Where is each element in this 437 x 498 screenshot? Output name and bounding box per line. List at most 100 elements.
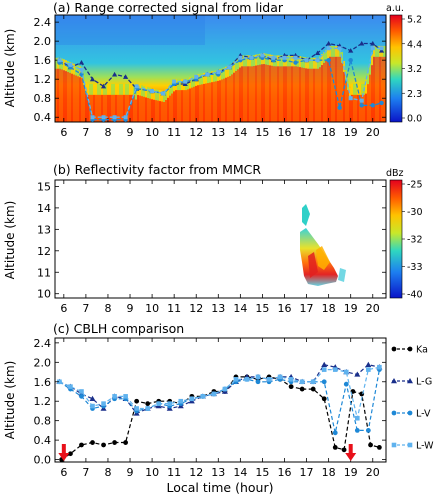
legend-marker <box>407 346 413 352</box>
lidar-overlay-lw-point <box>194 74 199 79</box>
lidar-overlay-lw-point <box>348 96 353 101</box>
lidar-colorbar-tick-label: 2.3 <box>407 89 422 100</box>
panel-a-xtick-label: 18 <box>322 126 336 139</box>
panel-a-xtick-label: 13 <box>211 126 225 139</box>
lidar-overlay-lv-point <box>337 105 342 110</box>
series-ka-point <box>310 386 316 392</box>
series-ka-point <box>368 442 373 448</box>
panel-b-xtick-label: 10 <box>145 302 159 315</box>
panel-c-xtick-label: 16 <box>277 466 291 479</box>
panel-b-xtick-label: 18 <box>322 302 336 315</box>
series-l-w-point <box>266 377 272 382</box>
panel-c-ytick-label: 1.6 <box>34 376 52 389</box>
series-l-w-point <box>57 379 62 385</box>
panel-a-xtick-label: 16 <box>277 126 291 139</box>
legend-marker <box>391 442 397 448</box>
panel-c-xtick-label: 12 <box>189 466 203 479</box>
series-l-w-point <box>343 369 349 375</box>
panel-c-xtick-label: 10 <box>145 466 159 479</box>
lidar-overlay-lw-point <box>68 62 73 67</box>
series-l-w-point <box>79 389 84 394</box>
panel-c-ytick-label: 1.2 <box>34 395 52 408</box>
panel-c-xtick-label: 6 <box>60 466 67 479</box>
legend-marker <box>391 410 397 416</box>
legend-label: L-G <box>416 377 432 388</box>
lidar-colorbar <box>389 14 403 123</box>
lidar-overlay-lg-point <box>100 83 107 89</box>
lidar-overlay-lw-point <box>101 115 106 120</box>
panel-a: (a) Range corrected signal from lidar 6 7… <box>3 0 422 139</box>
lidar-heatmap <box>55 15 386 122</box>
lidar-overlay-lw-point <box>359 98 364 103</box>
series-ka-point <box>90 440 95 445</box>
lidar-overlay-lv-point <box>326 57 331 63</box>
lidar-overlay-lg-point <box>378 48 385 53</box>
lidar-overlay-lw-point <box>293 55 298 60</box>
lidar-overlay-lw-point <box>227 65 232 70</box>
panel-c-ytick-label: 2.0 <box>34 356 52 369</box>
series-l-w-point <box>112 394 117 399</box>
series-l-v-point <box>343 381 349 387</box>
panel-a-xtick-label: 19 <box>344 126 358 139</box>
panel-c-xtick-label: 18 <box>322 466 336 479</box>
series-l-w-point <box>299 379 305 385</box>
panel-a-ytick-label: 1.6 <box>34 54 52 67</box>
panel-b-ytick-label: 11 <box>37 266 51 279</box>
panel-b-xtick-label: 19 <box>344 302 358 315</box>
lidar-overlay-lg-point <box>314 50 321 56</box>
lidar-overlay-lw-point <box>90 115 95 120</box>
panel-a-xtick-label: 6 <box>60 126 67 139</box>
panel-b-xtick-label: 14 <box>233 302 247 315</box>
panel-a-ytick-label: 0.8 <box>34 92 52 105</box>
panel-a-ytick-label: 2.4 <box>34 16 52 29</box>
panel-b-ytick-label: 13 <box>37 223 51 236</box>
legend-marker <box>407 442 413 448</box>
lidar-overlay-lw-point <box>249 55 254 60</box>
legend-marker <box>407 410 413 416</box>
panel-b-xtick-label: 6 <box>60 302 67 315</box>
panel-c-title: (c) CBLH comparison <box>53 321 184 336</box>
lidar-overlay-lw-point <box>326 46 331 51</box>
panel-a-ytick-label: 0.4 <box>34 111 52 124</box>
legend-label: Ka <box>416 345 428 356</box>
panel-a-ylabel: Altitude (km) <box>3 29 17 108</box>
mmcr-colorbar-tick-label: -32 <box>407 235 423 246</box>
lidar-overlay-lw-point <box>216 70 221 75</box>
panel-a-xtick-label: 14 <box>233 126 247 139</box>
series-l-w-point <box>123 394 128 399</box>
series-l-v-point <box>365 427 371 433</box>
series-l-w-point <box>222 386 228 392</box>
panel-b-xtick-label: 20 <box>366 302 380 315</box>
lidar-overlay-lv-point <box>348 57 353 63</box>
panel-b-xtick-label: 8 <box>104 302 111 315</box>
lidar-overlay-lw-point <box>57 58 62 63</box>
panel-b: (b) Reflectivity factor from MMCR 6 7 8 9 10… <box>3 162 423 315</box>
panel-b-xtick-label: 9 <box>127 302 134 315</box>
series-l-w-point <box>156 401 162 406</box>
lidar-overlay-lw-point <box>370 46 375 51</box>
panel-c-xtick-label: 8 <box>104 466 111 479</box>
lidar-overlay-lg-point <box>111 71 118 77</box>
lidar-overlay-lv-point <box>370 103 375 108</box>
panel-a-xtick-label: 7 <box>82 126 89 139</box>
series-l-w-point <box>211 391 217 397</box>
series-l-w-point <box>167 401 173 406</box>
series-ka-point <box>68 451 73 457</box>
red-arrow-icon <box>345 444 357 461</box>
lidar-colorbar-tick-label: 5.2 <box>407 15 422 26</box>
panel-c-frame <box>54 337 387 463</box>
lidar-overlay-lg-point <box>370 40 376 46</box>
panel-a-ytick-label: 2.0 <box>34 35 52 48</box>
lidar-overlay-lw-point <box>205 72 210 77</box>
lidar-overlay-lw-point <box>112 115 117 120</box>
panel-c-ytick-label: 0.0 <box>34 454 52 467</box>
series-l-w-point <box>145 406 150 411</box>
panel-a-title: (a) Range corrected signal from lidar <box>53 0 284 15</box>
panel-b-ytick-label: 14 <box>37 202 51 215</box>
series-l-g-point <box>321 361 328 367</box>
lidar-overlay-lw-point <box>271 55 276 60</box>
panel-c-xtick-label: 9 <box>127 466 134 479</box>
series-l-w-point <box>244 377 250 382</box>
series-l-g-point <box>89 395 96 401</box>
